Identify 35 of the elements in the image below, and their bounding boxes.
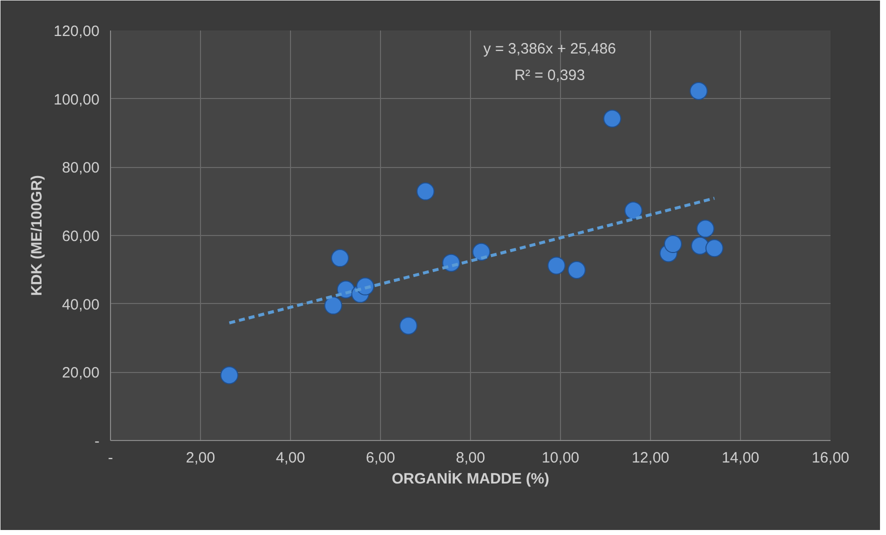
point bbox=[331, 249, 349, 268]
y-tick-label: 120,00 bbox=[54, 23, 100, 40]
x-tick-label: 10,00 bbox=[542, 450, 580, 466]
x-tick-label: 16,00 bbox=[812, 450, 850, 466]
x-tick-label: 6,00 bbox=[366, 450, 396, 466]
point bbox=[547, 256, 566, 275]
point bbox=[690, 82, 708, 100]
point bbox=[324, 296, 342, 315]
point bbox=[399, 316, 418, 335]
y-axis-title: KDK (ME/100GR) bbox=[28, 175, 46, 296]
y-tick-label: - bbox=[94, 433, 100, 450]
point bbox=[664, 235, 682, 254]
point bbox=[568, 261, 586, 279]
point bbox=[696, 220, 714, 238]
x-axis-title: ORGANİK MADDE (%) bbox=[392, 470, 550, 488]
point bbox=[603, 110, 622, 128]
point bbox=[472, 242, 490, 261]
point bbox=[705, 239, 724, 258]
x-tick-label: 2,00 bbox=[186, 450, 216, 466]
x-tick-label: 4,00 bbox=[276, 450, 306, 466]
point bbox=[624, 202, 642, 220]
annotation: y = 3,386x + 25,486 bbox=[483, 40, 616, 58]
point bbox=[691, 236, 709, 255]
annotation: R² = 0,393 bbox=[514, 67, 585, 84]
y-tick-label: 20,00 bbox=[62, 364, 100, 382]
y-tick-label: 100,00 bbox=[54, 91, 100, 108]
point bbox=[416, 182, 434, 200]
x-tick-label: 8,00 bbox=[456, 450, 486, 466]
y-tick-label: 60,00 bbox=[62, 228, 100, 245]
y-tick-label: 80,00 bbox=[62, 160, 100, 177]
x-tick-label: - bbox=[108, 450, 113, 466]
point bbox=[220, 366, 238, 384]
y-tick-label: 40,00 bbox=[62, 296, 100, 314]
x-tick-label: 14,00 bbox=[722, 450, 760, 466]
x-tick-label: 12,00 bbox=[632, 450, 670, 466]
